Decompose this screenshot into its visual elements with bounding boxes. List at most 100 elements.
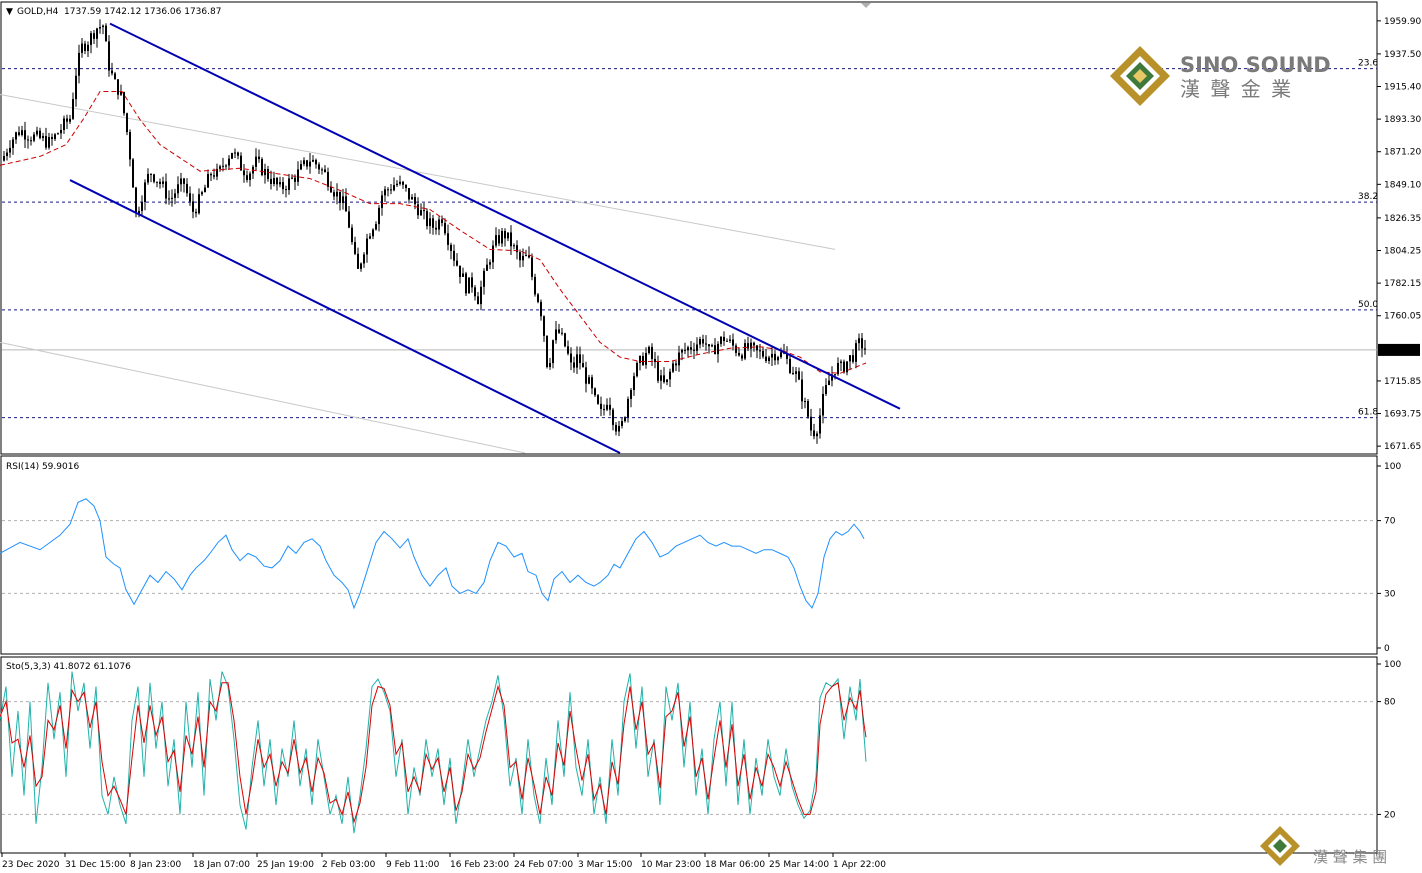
candle-body (162, 181, 164, 184)
candle-body (786, 353, 788, 359)
candle-body (117, 79, 119, 95)
candle-body (42, 136, 44, 139)
candle-body (774, 353, 776, 361)
candle-body (357, 253, 359, 269)
axes: 1959.90 1937.50 1915.40 1893.30 1871.20 1849.… (1, 17, 1421, 870)
candle-body (642, 356, 644, 365)
candle-body (183, 178, 185, 184)
brand-name-en: SINO SOUND (1180, 53, 1331, 77)
price-pane[interactable]: 23.6 38.2 50.0 61.8 (0, 19, 1378, 454)
candle-body (519, 252, 521, 261)
candle-body (819, 415, 821, 434)
fib-level-label: 38.2 (1358, 192, 1378, 202)
candle-body (291, 177, 293, 179)
price-y-tick-label: 1871.20 (1384, 148, 1421, 158)
channel-upper-line[interactable] (109, 22, 901, 410)
x-tick-label: 25 Jan 19:00 (257, 860, 314, 870)
stochastic-pane[interactable] (0, 671, 1377, 834)
candle-body (549, 363, 551, 368)
candle-body (168, 198, 170, 200)
candle-body (534, 276, 536, 295)
stochastic-d-line (0, 681, 867, 824)
candle-body (228, 158, 230, 166)
candle-body (645, 352, 647, 365)
faint-trend-line (0, 93, 836, 250)
candle-body (270, 178, 272, 184)
candle-body (18, 132, 20, 135)
candle-body (201, 192, 203, 195)
candle-body (477, 296, 479, 305)
candle-body (165, 181, 167, 199)
candle-body (636, 363, 638, 377)
candle-body (621, 421, 623, 426)
candle-body (525, 255, 527, 257)
rsi-line (0, 498, 865, 610)
candle-body (210, 174, 212, 176)
candle-body (387, 189, 389, 191)
channel-lower-line[interactable] (69, 179, 621, 454)
candle-body (63, 118, 65, 130)
brand-logo: SINO SOUND 漢 聲 金 業 (1110, 46, 1331, 106)
price-y-tick-label: 1671.65 (1384, 442, 1421, 452)
sto-y-tick-label: 80 (1384, 698, 1396, 708)
dropdown-arrow-icon[interactable]: ▼ (6, 7, 13, 17)
candle-body (273, 177, 275, 184)
candle-body (204, 187, 206, 193)
candle-body (186, 183, 188, 194)
candle-body (738, 352, 740, 356)
candle-body (255, 156, 257, 167)
candle-body (528, 255, 530, 258)
candle-body (759, 350, 761, 352)
candle-body (12, 139, 14, 148)
candle-body (711, 345, 713, 347)
candle-body (693, 349, 695, 351)
candle-body (237, 152, 239, 156)
candle-body (54, 134, 56, 139)
candle-body (147, 173, 149, 183)
candle-body (771, 353, 773, 358)
candle-body (741, 355, 743, 359)
fib-level-label: 50.0 (1358, 300, 1378, 310)
candle-body (378, 207, 380, 225)
price-y-tick-label: 1959.90 (1384, 17, 1421, 27)
candle-body (264, 168, 266, 176)
candle-body (330, 186, 332, 193)
candle-body (660, 375, 662, 381)
candle-body (222, 165, 224, 167)
candle-body (735, 345, 737, 353)
candle-body (36, 130, 38, 135)
candle-body (618, 425, 620, 432)
candle-body (384, 189, 386, 196)
candle-body (648, 346, 650, 353)
candle-body (723, 336, 725, 342)
candle-body (216, 168, 218, 177)
candle-body (681, 349, 683, 353)
candle-body (300, 164, 302, 170)
scroll-marker-icon[interactable] (861, 3, 871, 8)
candle-body (834, 374, 836, 376)
candle-body (627, 398, 629, 418)
candle-body (393, 185, 395, 191)
candle-body (3, 155, 5, 161)
candle-body (522, 255, 524, 261)
candle-body (180, 178, 182, 185)
candle-body (597, 395, 599, 404)
candle-body (399, 181, 401, 184)
candle-body (111, 70, 113, 74)
candle-body (615, 424, 617, 432)
candle-body (537, 294, 539, 302)
candle-body (828, 380, 830, 386)
faint-trend-line (0, 341, 526, 454)
candle-body (678, 352, 680, 366)
candle-body (846, 361, 848, 373)
candle-body (612, 409, 614, 425)
candle-body (81, 43, 83, 53)
candle-body (852, 355, 854, 362)
candle-body (51, 137, 53, 139)
candle-body (579, 354, 581, 364)
candle-body (720, 336, 722, 344)
rsi-pane[interactable] (0, 498, 1377, 610)
candle-body (471, 277, 473, 288)
